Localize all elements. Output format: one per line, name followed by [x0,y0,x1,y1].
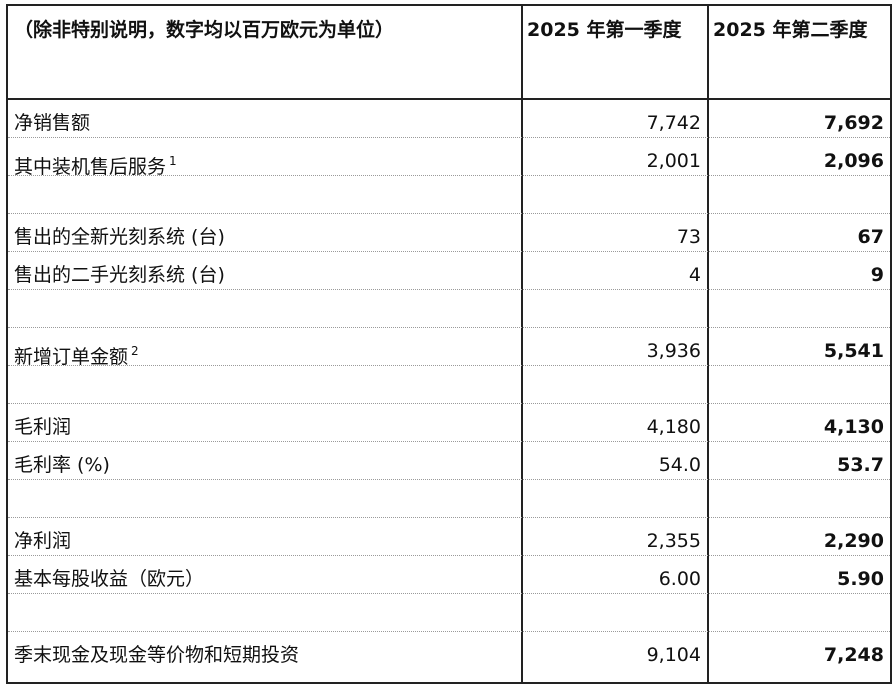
q2-value [709,290,890,328]
q2-value: 67 [857,226,884,248]
table-row [8,366,890,404]
q2-value [709,176,890,214]
row-separator [8,555,890,556]
row-label-cell [8,480,521,518]
row-label: 季末现金及现金等价物和短期投资 [14,644,300,666]
row-label: 净销售额 [14,112,91,134]
q1-value [523,366,707,404]
table-row: 基本每股收益（欧元） 6.00 5.90 [8,556,890,594]
row-label: 毛利率 (%) [14,454,110,476]
table-header-description: （除非特别说明，数字均以百万欧元为单位） [14,19,395,41]
q2-value: 4,130 [823,416,884,438]
column-divider [521,6,523,682]
table-row: 季末现金及现金等价物和短期投资 9,104 7,248 [8,632,890,670]
table-header-q1: 2025 年第一季度 [527,19,682,41]
q1-value [523,290,707,328]
row-label: 其中装机售后服务 [14,156,167,178]
q1-value [523,480,707,518]
row-label-cell: 净销售额 [8,100,521,138]
row-label: 售出的二手光刻系统 (台) [14,264,225,286]
table-row: 新增订单金额 2 3,936 5,541 [8,328,890,368]
q2-value: 5.90 [837,568,884,590]
header-divider [8,98,890,100]
q2-value: 9 [870,264,884,286]
q1-value: 7,742 [646,112,701,134]
q2-value [709,480,890,518]
row-label-cell: 售出的二手光刻系统 (台) [8,252,521,290]
row-label-cell: 季末现金及现金等价物和短期投资 [8,632,521,670]
q1-value: 4,180 [646,416,701,438]
table-row: 净销售额 7,742 7,692 [8,100,890,138]
q1-value: 54.0 [658,454,701,476]
q2-value: 7,692 [823,112,884,134]
table-row [8,176,890,214]
table-row: 毛利率 (%) 54.0 53.7 [8,442,890,480]
q1-value: 73 [676,226,701,248]
footnote-marker: 2 [131,344,139,358]
row-separator [8,137,890,138]
q1-value: 2,001 [646,150,701,172]
row-label-cell [8,366,521,404]
q2-value: 2,290 [823,530,884,552]
row-label-cell: 毛利润 [8,404,521,442]
table-row: 其中装机售后服务 1 2,001 2,096 [8,138,890,178]
row-label-cell: 新增订单金额 2 [8,328,521,368]
table-row: 毛利润 4,180 4,130 [8,404,890,442]
row-separator [8,175,890,176]
row-label-cell [8,176,521,214]
q2-value [709,594,890,632]
row-separator [8,517,890,518]
table-row: 净利润 2,355 2,290 [8,518,890,556]
row-label: 基本每股收益（欧元） [14,568,205,590]
table-row [8,480,890,518]
table-row: 售出的二手光刻系统 (台) 4 9 [8,252,890,290]
row-label: 新增订单金额 [14,346,129,368]
row-label-cell: 基本每股收益（欧元） [8,556,521,594]
row-separator [8,289,890,290]
q1-value: 4 [688,264,701,286]
q2-value [709,366,890,404]
table-header-q2: 2025 年第二季度 [713,19,868,41]
column-divider [707,6,709,682]
row-label-cell [8,290,521,328]
table-row [8,290,890,328]
row-separator [8,441,890,442]
row-separator [8,631,890,632]
row-separator [8,365,890,366]
row-label-cell: 售出的全新光刻系统 (台) [8,214,521,252]
q2-value: 53.7 [837,454,884,476]
q2-value: 2,096 [823,150,884,172]
financial-table: （除非特别说明，数字均以百万欧元为单位） 2025 年第一季度 2025 年第二… [6,4,892,684]
q1-value: 6.00 [658,568,701,590]
q2-value: 7,248 [823,644,884,666]
row-label: 净利润 [14,530,72,552]
q1-value: 3,936 [646,340,701,362]
row-separator [8,327,890,328]
table-row: 售出的全新光刻系统 (台) 73 67 [8,214,890,252]
row-separator [8,251,890,252]
row-separator [8,213,890,214]
footnote-marker: 1 [169,154,177,168]
q1-value: 2,355 [646,530,701,552]
row-label: 毛利润 [14,416,72,438]
q1-value [523,176,707,214]
row-label-cell: 净利润 [8,518,521,556]
row-separator [8,403,890,404]
row-label: 售出的全新光刻系统 (台) [14,226,225,248]
row-label-cell: 其中装机售后服务 1 [8,138,521,178]
row-separator [8,593,890,594]
table-row [8,594,890,632]
q2-value: 5,541 [823,340,884,362]
q1-value: 9,104 [646,644,701,666]
row-separator [8,479,890,480]
q1-value [523,594,707,632]
row-label-cell: 毛利率 (%) [8,442,521,480]
row-label-cell [8,594,521,632]
